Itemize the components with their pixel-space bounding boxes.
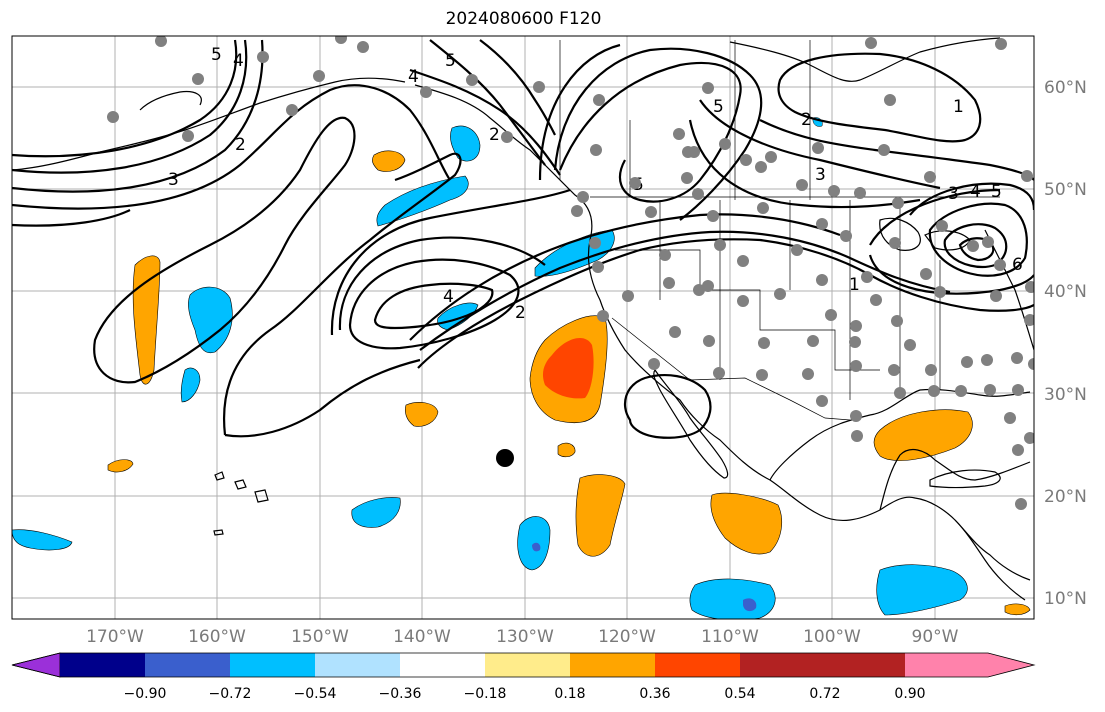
contour-lines xyxy=(12,39,1034,439)
contour-label: 5 xyxy=(211,45,222,65)
contour-label: 4 xyxy=(233,51,244,71)
longitude-label: 90°W xyxy=(912,627,959,647)
station-dots xyxy=(107,36,1034,510)
political-borders xyxy=(559,40,1000,421)
longitude-label: 110°W xyxy=(701,627,759,647)
colorbar: −0.90 −0.72 −0.54 −0.36 −0.18 0.18 0.36 … xyxy=(11,652,1036,702)
longitude-axis: 170°W 160°W 150°W 140°W 130°W 120°W 110°… xyxy=(86,627,959,647)
contour-label: 5 xyxy=(991,182,1002,202)
latitude-label: 10°N xyxy=(1044,589,1087,609)
latitude-axis: 60°N 50°N 40°N 30°N 20°N 10°N xyxy=(1044,78,1087,609)
chart-title: 2024080600 F120 xyxy=(445,9,602,29)
latitude-label: 20°N xyxy=(1044,487,1087,507)
colorbar-segment xyxy=(60,653,145,677)
map-frame xyxy=(11,35,1035,620)
contour-label: 2 xyxy=(235,135,246,155)
contour-label: 3 xyxy=(168,170,179,190)
latitude-label: 50°N xyxy=(1044,180,1087,200)
longitude-label: 140°W xyxy=(393,627,451,647)
longitude-label: 170°W xyxy=(86,627,144,647)
colorbar-segment xyxy=(740,653,825,677)
colorbar-extend-high-tip xyxy=(905,653,1034,677)
colorbar-segment xyxy=(485,653,570,677)
colorbar-tick-label: −0.54 xyxy=(294,686,337,702)
latitude-label: 30°N xyxy=(1044,385,1087,405)
contour-label: 3 xyxy=(815,165,826,185)
longitude-label: 130°W xyxy=(496,627,554,647)
longitude-label: 160°W xyxy=(188,627,246,647)
colorbar-tick-label: 0.18 xyxy=(554,686,585,702)
latitude-label: 60°N xyxy=(1044,78,1087,98)
contour-label: 2 xyxy=(515,303,526,323)
colorbar-tick-label: 0.54 xyxy=(724,686,755,702)
longitude-label: 100°W xyxy=(803,627,861,647)
contour-label: 2 xyxy=(801,110,812,130)
colorbar-tick-label: −0.90 xyxy=(124,686,167,702)
colorbar-segment xyxy=(230,653,315,677)
latitude-label: 40°N xyxy=(1044,282,1087,302)
contour-label: 1 xyxy=(849,275,860,295)
longitude-label: 150°W xyxy=(291,627,349,647)
contour-label: 3 xyxy=(948,184,959,204)
contour-label: 4 xyxy=(970,182,981,202)
coastlines xyxy=(12,37,1034,601)
colorbar-tick-label: 0.36 xyxy=(639,686,670,702)
contour-label: 4 xyxy=(443,287,454,307)
contour-label: 5 xyxy=(445,51,456,71)
target-point-dot xyxy=(496,449,514,467)
contour-label: 2 xyxy=(489,125,500,145)
colorbar-segment xyxy=(400,653,485,677)
contour-label: 4 xyxy=(408,67,419,87)
longitude-label: 120°W xyxy=(598,627,656,647)
colorbar-tick-label: 0.90 xyxy=(894,686,925,702)
colorbar-tick-label: 0.72 xyxy=(809,686,840,702)
colorbar-extend-low xyxy=(11,652,61,678)
colorbar-segment xyxy=(145,653,230,677)
colorbar-segment xyxy=(655,653,740,677)
contour-label: 5 xyxy=(713,97,724,117)
colorbar-segment xyxy=(570,653,655,677)
contour-label: 1 xyxy=(953,97,964,117)
colorbar-tick-label: −0.36 xyxy=(379,686,422,702)
contour-label: 6 xyxy=(1012,255,1023,275)
colorbar-tick-label: −0.18 xyxy=(464,686,507,702)
colorbar-segment xyxy=(315,653,400,677)
colorbar-tick-label: −0.72 xyxy=(209,686,252,702)
